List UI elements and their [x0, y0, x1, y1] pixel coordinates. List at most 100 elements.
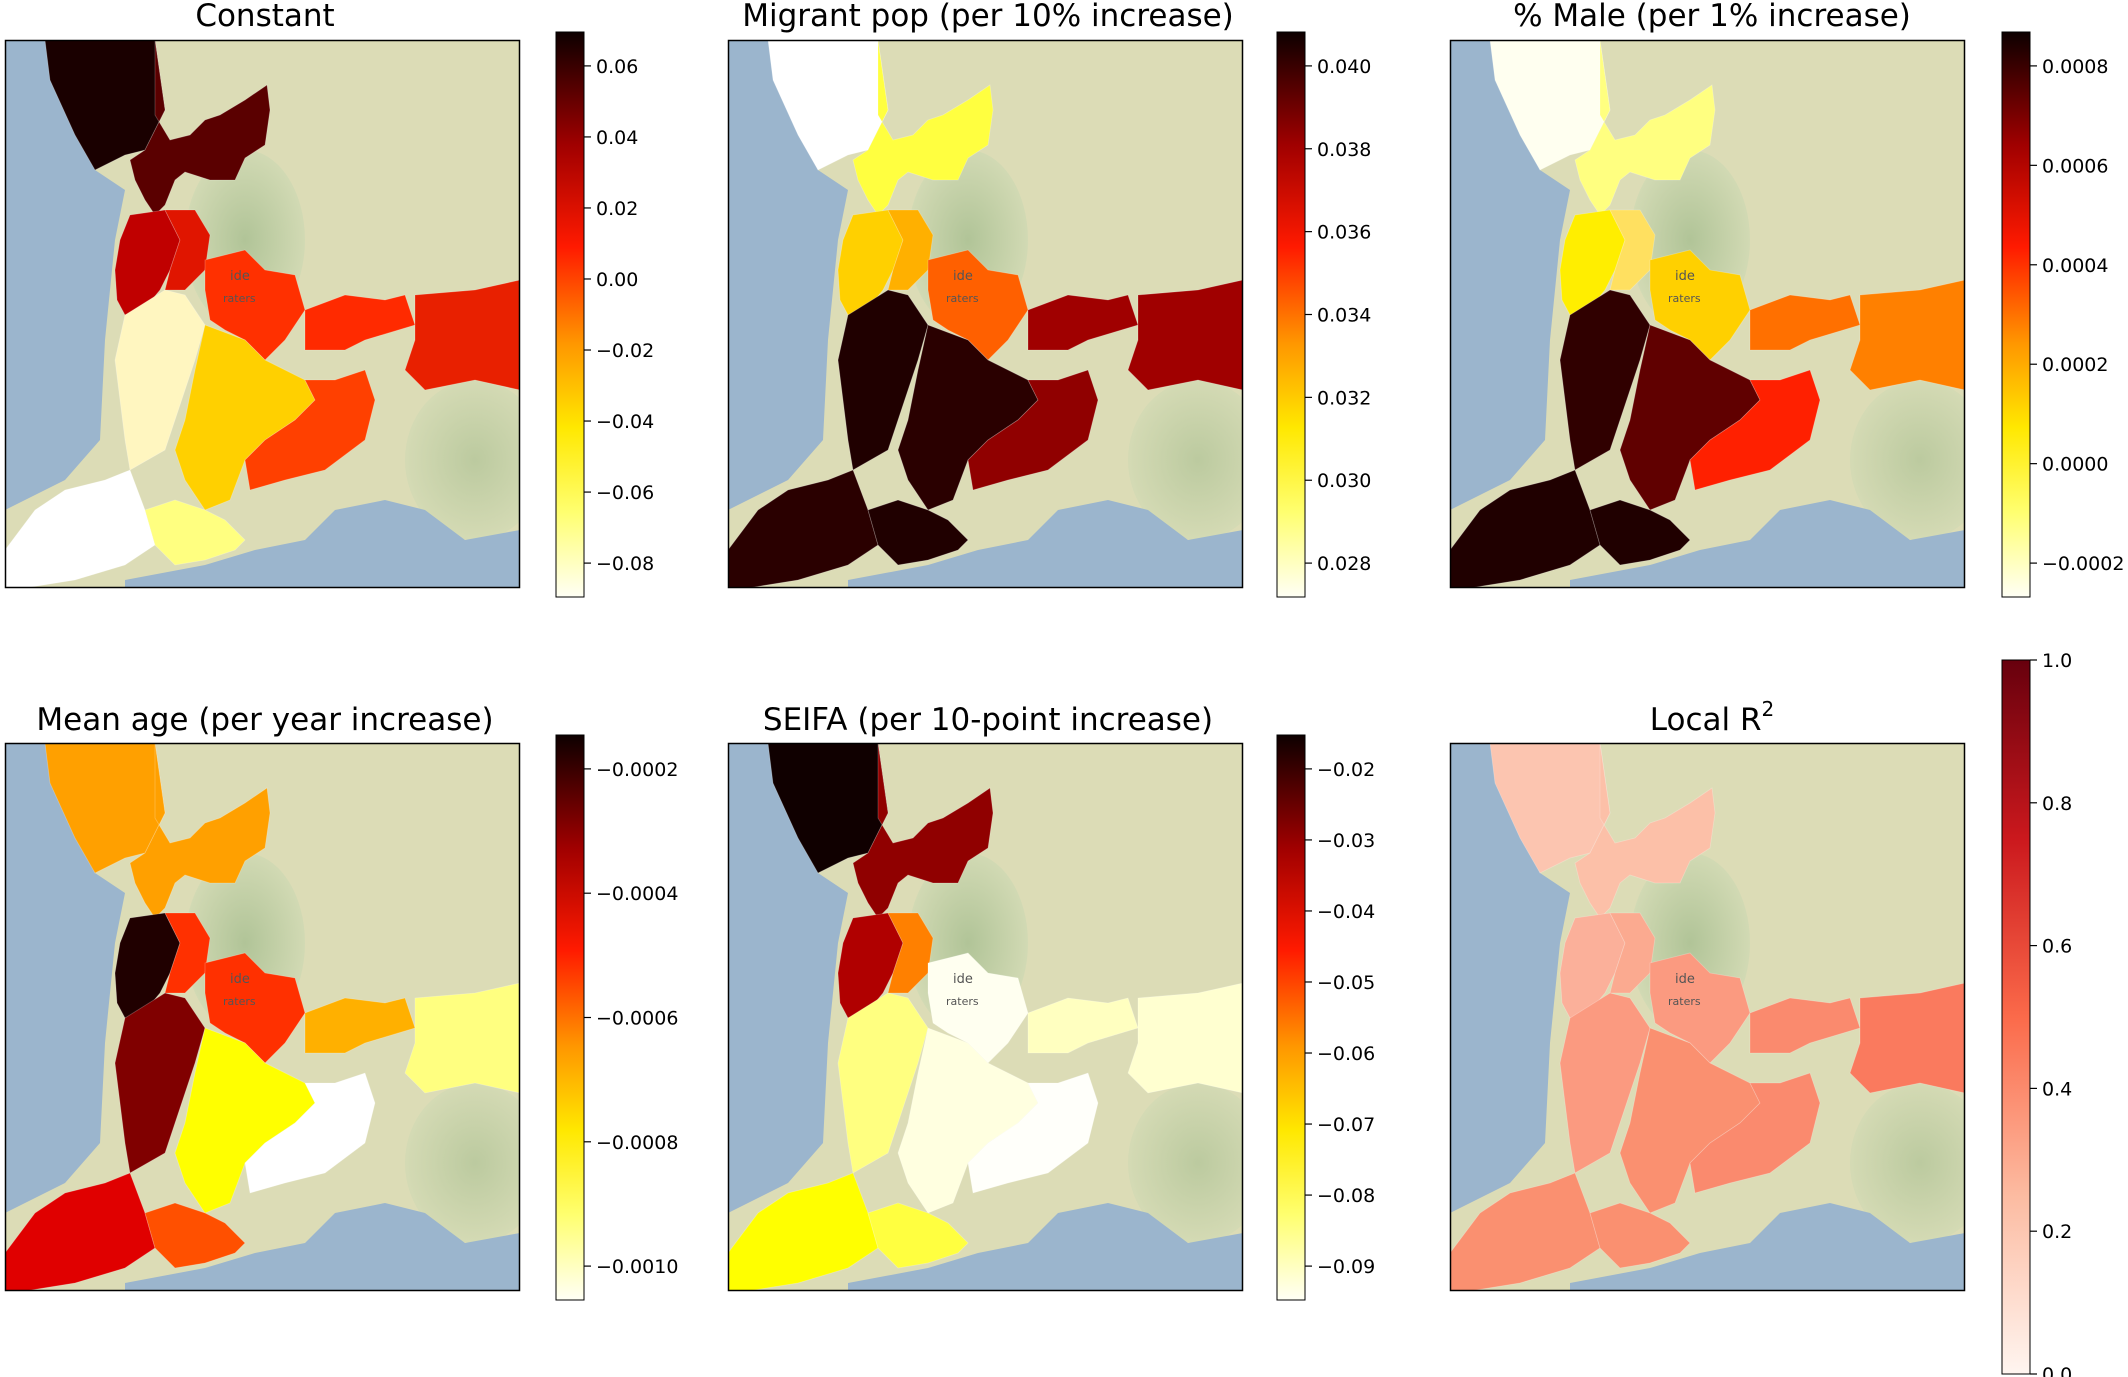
colorbar-tick-label: 0.02: [596, 198, 638, 220]
region-e1: [1649, 249, 1751, 361]
sea-inlet: [125, 500, 520, 588]
region-c2: [887, 912, 934, 994]
region-s: [1559, 992, 1651, 1174]
colorbar-tick-label: 0.036: [1317, 222, 1371, 244]
basemap-label: raters: [1668, 995, 1701, 1008]
hills-relief: [405, 380, 520, 540]
panel-age: Mean age (per year increase) ide raters −0.…: [4, 702, 678, 1301]
region-sw2: [867, 499, 969, 566]
region-sw2: [867, 1202, 969, 1269]
region-e1: [204, 952, 306, 1064]
colorbar-gradient: [1276, 31, 1306, 598]
sea-inlet: [1570, 500, 1965, 588]
basemap-label: ide: [230, 972, 250, 987]
hills-relief: [1128, 380, 1243, 540]
colorbar-tick-label: 0.0006: [2042, 155, 2108, 177]
colorbar-tick-label: 0.030: [1317, 470, 1371, 492]
basemap-label: ide: [953, 269, 973, 284]
sea-gulf: [1450, 743, 1570, 1213]
region-sw2: [144, 499, 246, 566]
colorbar-tick-label: 0.0: [2042, 1364, 2072, 1377]
panel-title: Mean age (per year increase): [36, 702, 493, 738]
basemap-label: raters: [946, 292, 979, 305]
colorbar-tick-label: −0.0008: [596, 1132, 678, 1154]
region-e3: [404, 279, 520, 391]
region-s: [837, 992, 929, 1174]
sea-gulf: [1450, 40, 1570, 510]
colorbar-gradient: [1276, 734, 1306, 1301]
region-se2: [967, 1072, 1099, 1194]
region-c2: [1609, 912, 1656, 994]
sea-gulf: [728, 40, 848, 510]
region-e1: [204, 249, 306, 361]
region-c2: [164, 209, 211, 291]
region-se2: [244, 1072, 376, 1194]
basemap-label: ide: [1675, 269, 1695, 284]
panel-title: Migrant pop (per 10% increase): [742, 0, 1234, 34]
colorbar-tick-label: −0.05: [1317, 972, 1375, 994]
map-seifa: ide raters: [727, 742, 1244, 1292]
colorbar-tick-label: 0.8: [2042, 793, 2072, 815]
colorbar-constant: 0.06 0.04 0.02 0.00 −0.02 −0.04 −0.06 −0.08: [555, 31, 654, 598]
colorbar-tick-label: −0.08: [1317, 1185, 1375, 1207]
basemap-label: raters: [1668, 292, 1701, 305]
colorbar-tick-label: −0.0002: [596, 759, 678, 781]
map-frame: [1449, 742, 1966, 1292]
colorbar-tick-label: 0.0002: [2042, 354, 2108, 376]
region-se2: [244, 369, 376, 491]
region-s: [837, 289, 929, 471]
region-sw2: [144, 1202, 246, 1269]
region-n: [852, 743, 994, 919]
region-s: [114, 289, 206, 471]
region-s: [114, 992, 206, 1174]
colorbar-tick-label: −0.07: [1317, 1114, 1375, 1136]
map-migrant: ide raters: [727, 39, 1244, 589]
hills-relief: [1850, 1083, 1965, 1243]
colorbar-tick-label: −0.0004: [596, 883, 678, 905]
hills-relief: [405, 1083, 520, 1243]
hills-relief: [1850, 380, 1965, 540]
colorbar-tick-label: 0.0008: [2042, 56, 2108, 78]
colorbar-gradient: [555, 31, 585, 598]
panel-title: Constant: [195, 0, 334, 34]
colorbar-tick-label: 0.040: [1317, 56, 1371, 78]
region-c2: [1609, 209, 1656, 291]
colorbar-tick-label: 1.0: [2042, 650, 2072, 672]
colorbar-tick-label: −0.04: [1317, 901, 1375, 923]
colorbar-tick-label: 0.028: [1317, 553, 1371, 575]
region-sw2: [1589, 1202, 1691, 1269]
sea-inlet: [1570, 1203, 1965, 1291]
colorbar-migrant: 0.040 0.038 0.036 0.034 0.032 0.030 0.028: [1276, 31, 1371, 598]
sea-inlet: [848, 1203, 1243, 1291]
map-frame: [727, 39, 1244, 589]
panel-title: Local R2: [1650, 697, 1774, 738]
colorbar-tick-label: 0.06: [596, 56, 638, 78]
colorbar-gradient: [2001, 31, 2031, 598]
map-constant: ide raters: [4, 39, 521, 589]
region-se2: [1689, 1072, 1821, 1194]
basemap-label: raters: [223, 995, 256, 1008]
panel-male: % Male (per 1% increase)ideraters0.00080…: [1449, 0, 2124, 598]
colorbar-tick-label: −0.0006: [596, 1008, 678, 1030]
sea-gulf: [5, 743, 125, 1213]
region-n: [1574, 40, 1716, 216]
colorbar-tick-label: 0.032: [1317, 387, 1371, 409]
basemap-label: ide: [953, 972, 973, 987]
region-se2: [967, 369, 1099, 491]
region-e3: [404, 982, 520, 1094]
panel-r2: Local R2 ide raters 1.0 0.8 0.6 0.4 0.2 0.0: [1449, 650, 2072, 1377]
map-r2: ide raters: [1449, 742, 1966, 1292]
map-male: ide raters: [1449, 39, 1966, 589]
colorbar-tick-label: 0.0004: [2042, 255, 2108, 277]
colorbar-r2: 1.0 0.8 0.6 0.4 0.2 0.0: [2001, 650, 2072, 1377]
basemap-label: raters: [223, 292, 256, 305]
region-n: [129, 743, 271, 919]
map-frame: [4, 742, 521, 1292]
region-c2: [164, 912, 211, 994]
colorbar-tick-label: −0.03: [1317, 830, 1375, 852]
region-e3: [1127, 982, 1243, 1094]
basemap-label: ide: [1675, 972, 1695, 987]
map-frame: [4, 39, 521, 589]
colorbar-male: 0.0008 0.0006 0.0004 0.0002 0.0000 −0.0002: [2001, 31, 2124, 598]
